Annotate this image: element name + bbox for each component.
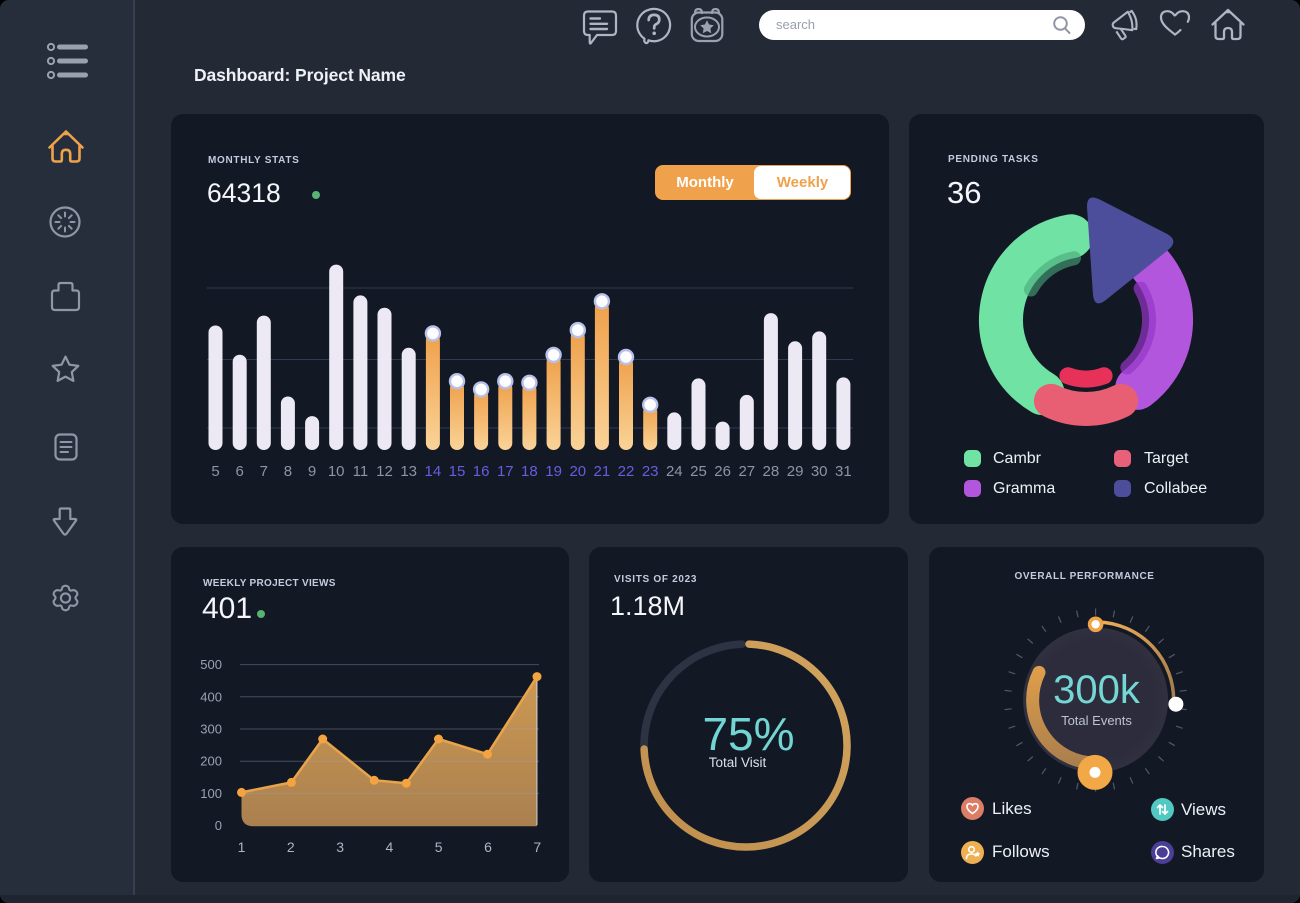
svg-text:27: 27 (738, 463, 755, 480)
svg-text:7: 7 (533, 839, 541, 855)
svg-text:12: 12 (376, 463, 393, 480)
svg-text:15: 15 (449, 463, 466, 480)
svg-text:22: 22 (618, 463, 635, 480)
svg-text:17: 17 (497, 463, 514, 480)
svg-text:25: 25 (690, 463, 707, 480)
svg-text:16: 16 (473, 463, 490, 480)
svg-text:14: 14 (425, 463, 442, 480)
svg-text:30: 30 (811, 463, 828, 480)
svg-text:28: 28 (763, 463, 780, 480)
svg-text:300: 300 (200, 722, 222, 737)
svg-text:13: 13 (400, 463, 417, 480)
svg-text:1: 1 (238, 839, 246, 855)
svg-text:3: 3 (336, 839, 344, 855)
svg-text:11: 11 (353, 463, 369, 480)
svg-text:19: 19 (545, 463, 562, 480)
svg-text:29: 29 (787, 463, 804, 480)
svg-text:5: 5 (211, 463, 219, 480)
svg-text:26: 26 (714, 463, 731, 480)
svg-text:100: 100 (200, 786, 222, 801)
svg-text:0: 0 (215, 818, 222, 833)
svg-text:8: 8 (284, 463, 292, 480)
svg-text:500: 500 (200, 657, 222, 672)
svg-text:21: 21 (594, 463, 611, 480)
svg-text:6: 6 (236, 463, 244, 480)
svg-text:18: 18 (521, 463, 538, 480)
svg-text:20: 20 (569, 463, 586, 480)
svg-text:9: 9 (308, 463, 316, 480)
svg-text:400: 400 (200, 689, 222, 704)
svg-text:6: 6 (484, 839, 492, 855)
svg-text:10: 10 (328, 463, 345, 480)
svg-text:4: 4 (386, 839, 394, 855)
svg-text:7: 7 (260, 463, 268, 480)
svg-text:2: 2 (287, 839, 295, 855)
svg-text:23: 23 (642, 463, 659, 480)
svg-text:5: 5 (435, 839, 443, 855)
svg-text:31: 31 (835, 463, 852, 480)
svg-text:200: 200 (200, 754, 222, 769)
svg-text:24: 24 (666, 463, 683, 480)
